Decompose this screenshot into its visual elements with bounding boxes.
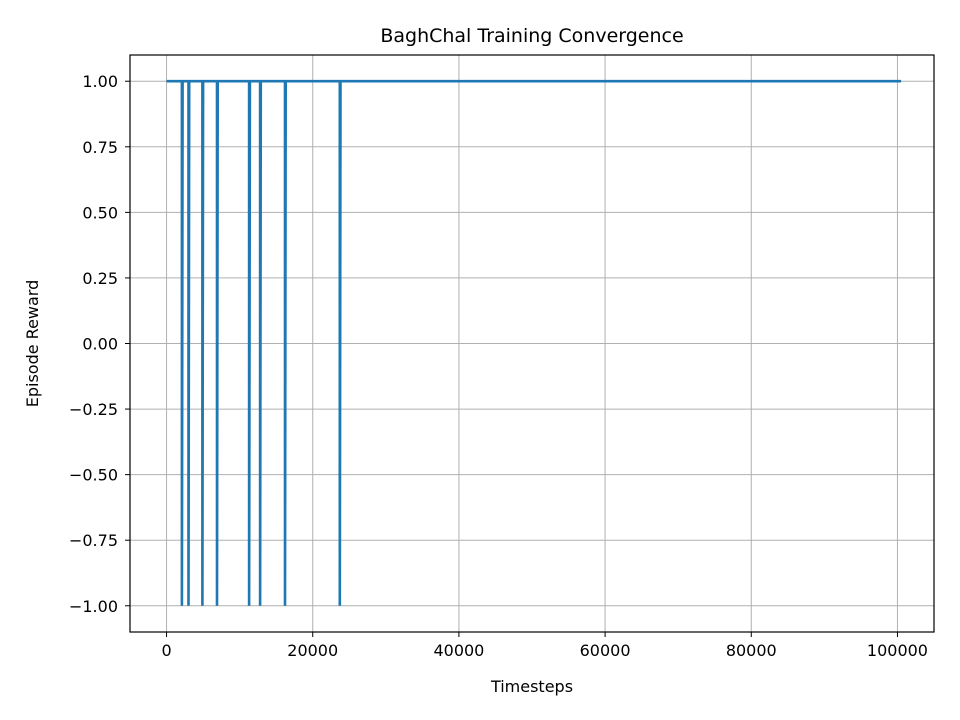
- x-axis-label: Timesteps: [490, 677, 573, 696]
- x-tick-label: 80000: [726, 641, 777, 660]
- x-tick-label: 0: [161, 641, 171, 660]
- y-tick-label: 1.00: [82, 72, 118, 91]
- y-tick-label: −0.75: [69, 531, 118, 550]
- plot-area: [166, 79, 902, 606]
- x-axis: 0 20000 40000 60000 80000 100000: [161, 632, 928, 660]
- x-tick-label: 60000: [580, 641, 631, 660]
- y-tick-label: 0.75: [82, 138, 118, 157]
- x-tick-label: 20000: [287, 641, 338, 660]
- y-tick-label: 0.00: [82, 335, 118, 354]
- y-tick-label: −0.25: [69, 400, 118, 419]
- series-line: [166, 79, 902, 606]
- grid: [130, 55, 934, 632]
- y-axis-label: Episode Reward: [23, 280, 42, 408]
- y-tick-label: 0.25: [82, 269, 118, 288]
- y-tick-label: −0.50: [69, 466, 118, 485]
- chart-title: BaghChal Training Convergence: [380, 25, 683, 47]
- y-axis: 1.00 0.75 0.50 0.25 0.00 −0.25 −0.50 −0.75 −1.00: [69, 72, 130, 616]
- x-tick-label: 40000: [433, 641, 484, 660]
- y-tick-label: 0.50: [82, 203, 118, 222]
- x-tick-label: 100000: [867, 641, 928, 660]
- y-tick-label: −1.00: [69, 597, 118, 616]
